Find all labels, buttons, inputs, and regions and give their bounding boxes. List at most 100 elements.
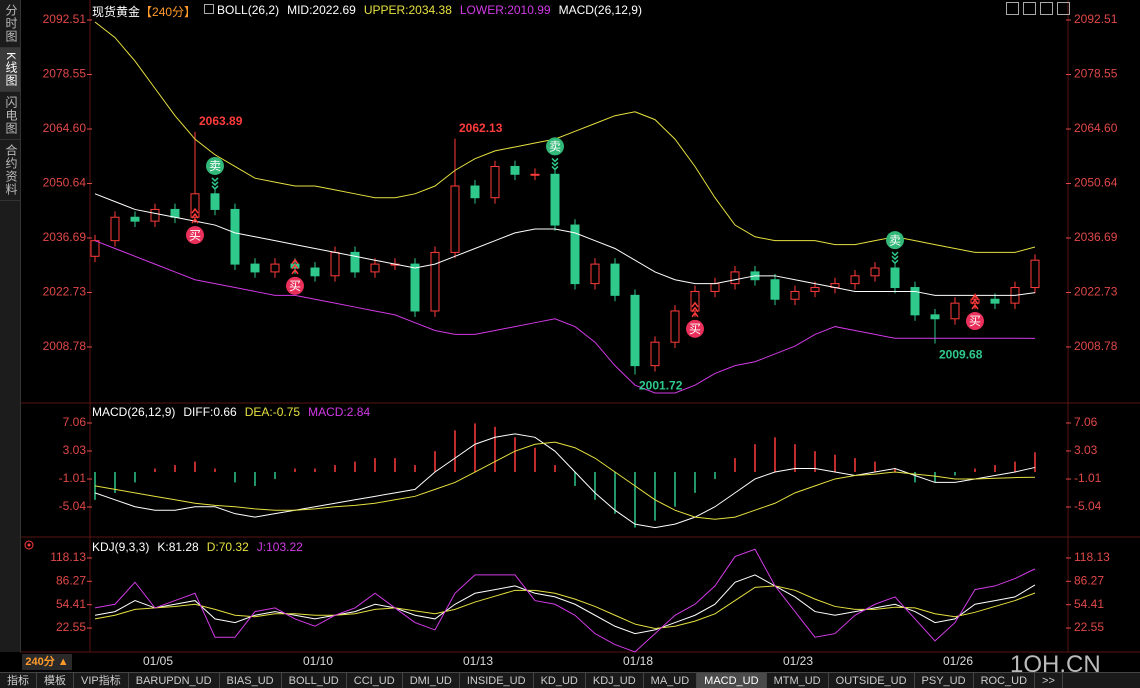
indicator-tab[interactable]: MACD_UD	[697, 673, 767, 688]
period-button[interactable]: 240分 ▲	[22, 654, 72, 670]
buy-arrow	[971, 298, 979, 305]
legend-entry: D:70.32	[206, 540, 249, 554]
y-tick-label: 7.06	[63, 415, 87, 429]
legend-entry: LOWER:2010.99	[459, 3, 551, 17]
indicator-tab[interactable]: INSIDE_UD	[460, 673, 534, 688]
sell-signal-label: 卖	[889, 233, 901, 247]
candle-body	[870, 267, 880, 277]
legend-entry: MACD:2.84	[308, 405, 371, 419]
buy-arrow	[691, 311, 699, 318]
indicator-tab[interactable]: >>	[1035, 673, 1063, 688]
candle-body	[530, 173, 540, 176]
x-tick-label: 01/26	[943, 654, 973, 668]
extreme-label: 2062.13	[459, 121, 503, 135]
window-controls	[1006, 2, 1070, 15]
sidebar-tab[interactable]: 合约资料	[0, 140, 20, 202]
macd-line	[94, 433, 1036, 529]
x-tick-label: 01/10	[303, 654, 333, 668]
indicator-tab[interactable]: CCI_UD	[347, 673, 403, 688]
control-button[interactable]	[1006, 2, 1019, 15]
indicator-tab[interactable]: MA_UD	[644, 673, 698, 688]
indicator-tab[interactable]: 模板	[37, 673, 74, 688]
indicator-tab[interactable]: KD_UD	[534, 673, 586, 688]
control-button[interactable]	[1040, 2, 1053, 15]
sell-arrow	[891, 255, 899, 261]
y-tick-label-right: 54.41	[1074, 597, 1104, 611]
indicator-tab[interactable]: BARUPDN_UD	[129, 673, 220, 688]
extreme-label: 2009.68	[939, 348, 983, 362]
y-tick-label-right: 7.06	[1074, 415, 1098, 429]
y-tick-label: 2092.51	[43, 12, 87, 26]
x-tick-label: 01/13	[463, 654, 493, 668]
indicator-tab[interactable]: MTM_UD	[767, 673, 829, 688]
buy-arrow	[971, 303, 979, 310]
candle-body	[430, 251, 440, 312]
candle-body	[590, 263, 600, 285]
x-tick-label: 01/05	[143, 654, 173, 668]
y-tick-label: 2022.73	[43, 285, 87, 299]
indicator-tab[interactable]: OUTSIDE_UD	[829, 673, 915, 688]
sidebar-tab[interactable]: K线图	[0, 48, 20, 93]
extreme-label: 2001.72	[639, 379, 683, 393]
sidebar-tab[interactable]: 闪电图	[0, 92, 20, 141]
candle-body	[570, 224, 580, 285]
control-button[interactable]	[1057, 2, 1070, 15]
indicator-icon	[24, 540, 34, 550]
y-tick-label-right: 2078.55	[1074, 67, 1118, 81]
indicator-tab[interactable]: DMI_UD	[403, 673, 460, 688]
legend-entry: MID:2022.69	[287, 3, 356, 17]
y-tick-label: -1.01	[59, 471, 87, 485]
control-button[interactable]	[1023, 2, 1036, 15]
indicator-tab[interactable]: PSY_UD	[915, 673, 974, 688]
y-tick-label: 3.03	[63, 443, 87, 457]
candle-body	[470, 185, 480, 199]
buy-signal	[686, 319, 704, 338]
legend-entry: DIFF:0.66	[183, 405, 237, 419]
y-tick-label: -5.04	[59, 499, 87, 513]
buy-arrow	[291, 263, 299, 270]
sell-arrow	[551, 161, 559, 167]
legend-title: MACD(26,12,9)	[92, 405, 176, 419]
candle-body	[190, 193, 200, 218]
kdj-legend: KDJ(9,3,3) K:81.28 D:70.32 J:103.22	[92, 540, 303, 554]
sell-arrow	[211, 177, 219, 183]
y-tick-label: 2050.64	[43, 176, 87, 190]
candle-body	[210, 193, 220, 210]
indicator-name: BOLL(26,2)	[217, 3, 280, 17]
indicator-tab[interactable]: 指标	[0, 673, 37, 688]
candle-body	[110, 216, 120, 242]
y-tick-label-right: 2036.69	[1074, 230, 1118, 244]
candle-body	[630, 294, 640, 367]
candle-body	[550, 173, 560, 226]
candle-body	[810, 287, 820, 292]
y-tick-label-right: 22.55	[1074, 620, 1104, 634]
candle-body	[330, 251, 340, 277]
candle-body	[450, 185, 460, 253]
candle-body	[610, 263, 620, 296]
candle-body	[230, 208, 240, 265]
legend-title: 现货黄金	[92, 5, 141, 19]
indicator-tab[interactable]: KDJ_UD	[586, 673, 644, 688]
buy-arrow	[191, 212, 199, 219]
candle-body	[950, 302, 960, 320]
candle-body	[730, 271, 740, 285]
legend-entry: K:81.28	[157, 540, 199, 554]
sell-signal	[886, 231, 904, 250]
indicator-tabs: 指标 模板 VIP指标 BARUPDN_UD BIAS_UD BOLL_UD CCI_UD D…	[0, 672, 1140, 688]
candle-body	[170, 208, 180, 218]
y-tick-label: 54.41	[56, 597, 86, 611]
y-tick-label-right: 3.03	[1074, 443, 1098, 457]
y-tick-label-right: 2050.64	[1074, 176, 1118, 190]
indicator-tab[interactable]: BIAS_UD	[220, 673, 282, 688]
y-tick-label: 2008.78	[43, 339, 87, 353]
indicator-tab[interactable]: ROC_UD	[974, 673, 1036, 688]
indicator-tab[interactable]: VIP指标	[74, 673, 129, 688]
sidebar-tab[interactable]: 分时图	[0, 0, 20, 48]
sell-arrow	[551, 165, 559, 171]
candle-body	[770, 279, 780, 300]
indicator-tab[interactable]: BOLL_UD	[282, 673, 347, 688]
candle-body	[710, 283, 720, 292]
boll-line	[94, 21, 1036, 253]
